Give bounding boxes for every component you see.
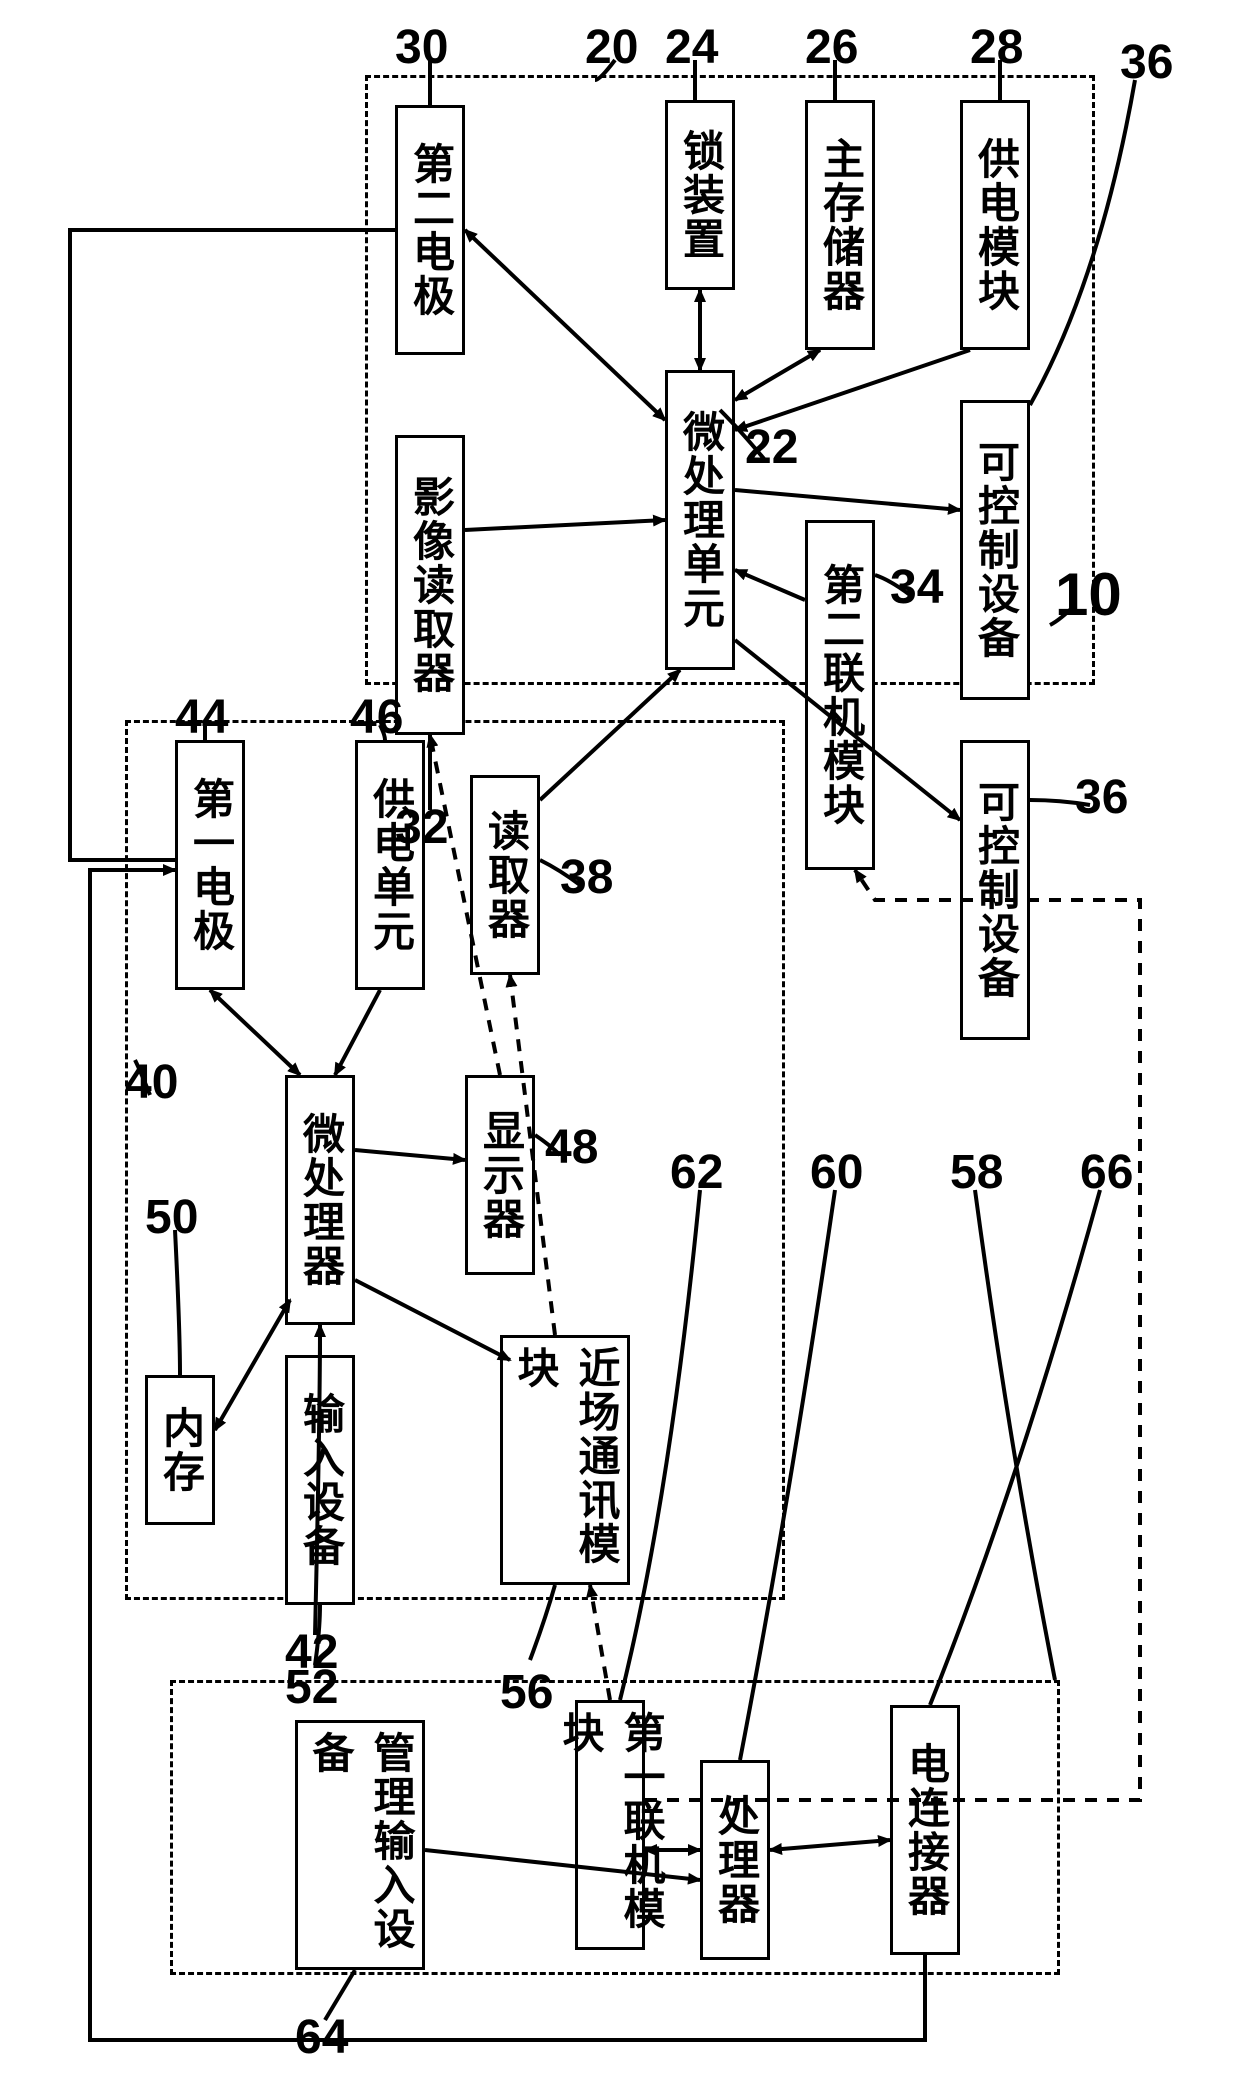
node-microprocessor: 微处理器 <box>285 1075 355 1325</box>
node-second-electrode: 第二电极 <box>395 105 465 355</box>
ref-64: 64 <box>295 2010 348 2065</box>
node-power-unit: 供电单元 <box>355 740 425 990</box>
node-first-link-module: 第一联机模块 <box>575 1700 645 1950</box>
ref-30: 30 <box>395 20 448 75</box>
node-controllable-device-b: 可控制设备 <box>960 740 1030 1040</box>
node-reader: 读取器 <box>470 775 540 975</box>
ref-36a: 36 <box>1120 35 1173 90</box>
node-processor: 处理器 <box>700 1760 770 1960</box>
ref-60: 60 <box>810 1145 863 1200</box>
node-lock-device: 锁装置 <box>665 100 735 290</box>
ref-62: 62 <box>670 1145 723 1200</box>
node-mpu: 微处理单元 <box>665 370 735 670</box>
node-main-memory: 主存储器 <box>805 100 875 350</box>
ref-48: 48 <box>545 1120 598 1175</box>
node-power-module: 供电模块 <box>960 100 1030 350</box>
ref-24: 24 <box>665 20 718 75</box>
node-controllable-device-a: 可控制设备 <box>960 400 1030 700</box>
ref-36b: 36 <box>1075 770 1128 825</box>
ref-52: 52 <box>285 1660 338 1715</box>
node-image-reader: 影像读取器 <box>395 435 465 735</box>
ref-40: 40 <box>125 1055 178 1110</box>
node-display: 显示器 <box>465 1075 535 1275</box>
ref-38: 38 <box>560 850 613 905</box>
ref-50: 50 <box>145 1190 198 1245</box>
node-input-device: 输入设备 <box>285 1355 355 1605</box>
ref-44: 44 <box>175 690 228 745</box>
node-nfc-module: 近场通讯模块 <box>500 1335 630 1585</box>
node-memory: 内存 <box>145 1375 215 1525</box>
ref-56: 56 <box>500 1665 553 1720</box>
ref-34: 34 <box>890 560 943 615</box>
ref-20: 20 <box>585 20 638 75</box>
ref-46: 46 <box>350 690 403 745</box>
node-second-link-module: 第二联机模块 <box>805 520 875 870</box>
node-first-electrode: 第一电极 <box>175 740 245 990</box>
figure-label: 10 <box>1055 560 1122 629</box>
ref-58: 58 <box>950 1145 1003 1200</box>
ref-28: 28 <box>970 20 1023 75</box>
ref-66: 66 <box>1080 1145 1133 1200</box>
ref-32: 32 <box>395 800 448 855</box>
node-admin-input-device: 管理输入设备 <box>295 1720 425 1970</box>
node-electrical-connector: 电连接器 <box>890 1705 960 1955</box>
ref-26: 26 <box>805 20 858 75</box>
ref-22: 22 <box>745 420 798 475</box>
